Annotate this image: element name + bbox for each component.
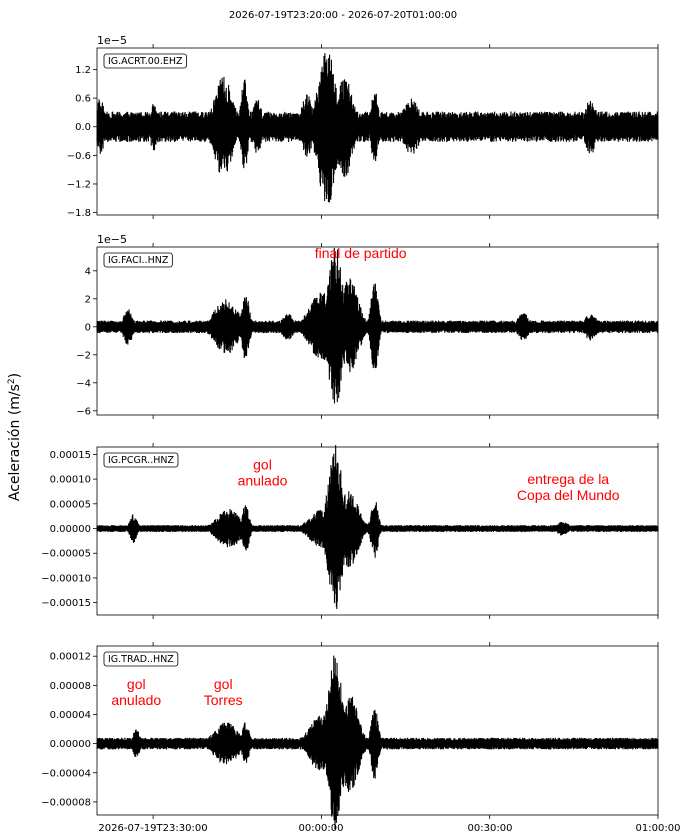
station-label-text: IG.PCGR..HNZ (108, 455, 174, 466)
y-tick-label: −2 (76, 350, 91, 361)
figure-title: 2026-07-19T23:20:00 - 2026-07-20T01:00:0… (229, 10, 457, 21)
offset-exponent-label: 1e−5 (97, 233, 127, 246)
station-label-box (103, 53, 187, 69)
offset-exponent-label: 1e−5 (97, 34, 127, 47)
event-annotation: anulado (111, 692, 161, 708)
x-tick-label: 01:00:00 (636, 823, 681, 834)
waveform-line (96, 247, 659, 404)
panels: 1.2 0.6 0.0 −0.6 −1.2 −1.8 1e−5 IG.ACRT.00.EHZ 4… (41, 34, 659, 830)
station-label: IG.ACRT.00.EHZ (103, 53, 187, 69)
y-tick-label: −4 (76, 378, 91, 389)
station-label-box (103, 452, 179, 468)
x-tick-label: 2026-07-19T23:30:00 (98, 823, 207, 834)
plot-frame (96, 246, 659, 416)
plot-frame (96, 446, 659, 616)
panel-1: 1.2 0.6 0.0 −0.6 −1.2 −1.8 1e−5 IG.ACRT.00.EHZ (67, 34, 659, 219)
station-label-text: IG.TRAD..HNZ (108, 654, 174, 665)
station-label-text: IG.FACI..HNZ (108, 255, 169, 266)
waveform-line (96, 655, 659, 830)
y-tick-label: 0.0 (75, 122, 91, 133)
y-tick-label: 2 (85, 294, 91, 305)
y-tick-label: −1.8 (67, 208, 91, 219)
station-label: IG.TRAD..HNZ (103, 651, 179, 667)
event-annotation: entrega de la (527, 471, 609, 487)
y-axis-label: Aceleración (m/s2) (7, 373, 23, 501)
x-tick-label: 00:00:00 (299, 823, 344, 834)
y-tick-label: −0.00004 (41, 768, 91, 779)
panel-3: 0.00015 0.00010 0.00005 0.00000 −0.00005 −0.0… (41, 443, 659, 619)
event-annotation: final de partido (315, 245, 407, 261)
waveform-line (96, 53, 659, 203)
y-tick-label: −0.00015 (41, 598, 91, 609)
y-tick-label: 0.00015 (50, 450, 91, 461)
plot-frame (96, 645, 659, 816)
panel-2: 4 2 0 −2 −4 −6 1e−5 IG.FACI..HNZ final de partid… (76, 233, 659, 419)
y-tick-label: −1.2 (67, 179, 91, 190)
plot-frame (96, 47, 659, 216)
y-tick-label: −0.6 (67, 151, 91, 162)
event-annotation: Torres (204, 692, 243, 708)
station-label-box (103, 651, 179, 667)
y-tick-label: 0.00000 (50, 739, 91, 750)
panel-4: 0.00012 0.00008 0.00004 0.00000 −0.00004 −0.0… (41, 642, 659, 830)
event-annotation: anulado (238, 473, 288, 489)
x-tick-label: 00:30:00 (468, 823, 513, 834)
event-annotation: gol (253, 457, 272, 473)
y-tick-label: 0.00000 (50, 524, 91, 535)
event-annotation: Copa del Mundo (517, 487, 620, 503)
y-tick-label: 0.00010 (50, 475, 91, 486)
y-tick-label: 0.00005 (50, 499, 91, 510)
y-tick-label: 4 (85, 266, 91, 277)
y-tick-label: −6 (76, 406, 91, 417)
waveform-line (96, 445, 659, 609)
y-tick-label: 1.2 (75, 65, 91, 76)
y-tick-label: 0 (85, 322, 91, 333)
x-tick-labels: 2026-07-19T23:30:00 00:00:00 00:30:00 01… (98, 823, 680, 834)
y-tick-label: 0.00012 (50, 652, 91, 663)
station-label: IG.PCGR..HNZ (103, 452, 179, 468)
station-label-box (103, 252, 173, 268)
station-label-text: IG.ACRT.00.EHZ (108, 56, 183, 67)
y-tick-label: −0.00010 (41, 573, 91, 584)
y-tick-label: 0.00008 (50, 681, 91, 692)
y-tick-label: −0.00008 (41, 797, 91, 808)
event-annotation: gol (214, 676, 233, 692)
event-annotation: gol (127, 676, 146, 692)
y-tick-label: 0.00004 (50, 710, 91, 721)
station-label: IG.FACI..HNZ (103, 252, 173, 268)
y-tick-label: 0.6 (75, 94, 91, 105)
y-tick-label: −0.00005 (41, 549, 91, 560)
